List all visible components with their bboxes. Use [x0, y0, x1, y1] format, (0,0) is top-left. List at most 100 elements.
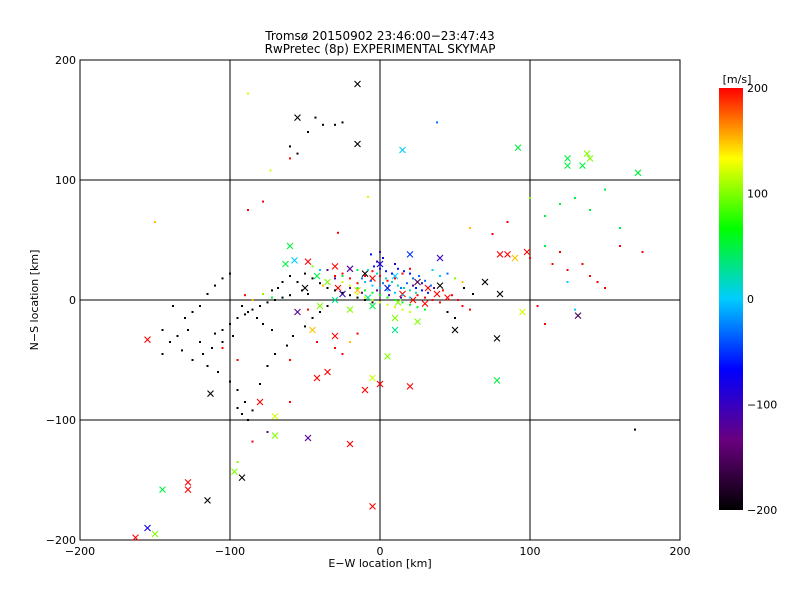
- y-tick-label: −100: [46, 414, 76, 427]
- scatter-point-dot: [271, 296, 273, 299]
- scatter-point-cross: [291, 257, 298, 264]
- scatter-point-dot: [412, 284, 414, 287]
- scatter-point-cross: [436, 282, 444, 289]
- scatter-point-dot: [596, 281, 599, 283]
- scatter-point-cross: [391, 326, 399, 334]
- scatter-point-dot: [589, 275, 591, 277]
- scatter-point-cross: [354, 80, 361, 88]
- scatter-point-dot: [386, 279, 389, 282]
- scatter-point-dot: [236, 389, 239, 391]
- scatter-point-dot: [311, 317, 314, 319]
- scatter-point-dot: [424, 308, 426, 311]
- scatter-point-dot: [367, 195, 369, 198]
- scatter-point-dot: [574, 197, 576, 199]
- scatter-point-dot: [244, 401, 246, 403]
- scatter-point-dot: [311, 277, 314, 280]
- data-points: [132, 80, 644, 541]
- scatter-point-cross: [579, 162, 586, 169]
- scatter-point-cross: [399, 290, 406, 298]
- scatter-point-dot: [431, 299, 434, 301]
- scatter-point-dot: [409, 272, 411, 275]
- scatter-point-dot: [206, 365, 209, 367]
- scatter-point-dot: [619, 227, 621, 229]
- scatter-point-cross: [151, 530, 159, 538]
- scatter-point-cross: [238, 474, 246, 481]
- scatter-point-dot: [271, 329, 273, 331]
- scatter-point-dot: [289, 359, 291, 361]
- scatter-point-dot: [544, 323, 546, 325]
- scatter-point-dot: [415, 291, 417, 294]
- scatter-point-dot: [229, 380, 231, 383]
- scatter-point-cross: [331, 296, 339, 304]
- x-tick-label: 100: [520, 545, 541, 558]
- scatter-point-dot: [454, 277, 456, 280]
- scatter-point-dot: [469, 227, 471, 229]
- scatter-point-dot: [574, 308, 576, 311]
- scatter-point-dot: [307, 131, 309, 133]
- scatter-point-cross: [184, 479, 192, 486]
- scatter-point-dot: [214, 332, 216, 335]
- scatter-point-dot: [277, 287, 279, 289]
- scatter-point-dot: [442, 289, 444, 292]
- scatter-point-dot: [169, 341, 171, 343]
- scatter-point-dot: [251, 409, 254, 412]
- scatter-point-dot: [463, 287, 465, 289]
- grid-lines: [80, 60, 680, 540]
- scatter-point-dot: [289, 294, 291, 297]
- x-tick-label: −100: [215, 545, 245, 558]
- scatter-point-cross: [481, 278, 489, 286]
- scatter-point-dot: [364, 299, 366, 301]
- scatter-point-dot: [247, 92, 249, 95]
- scatter-point-dot: [409, 296, 411, 299]
- scatter-point-dot: [376, 260, 378, 263]
- scatter-point-dot: [251, 299, 254, 301]
- scatter-point-cross: [433, 290, 441, 298]
- scatter-point-dot: [364, 289, 366, 292]
- scatter-point-dot: [418, 275, 420, 277]
- y-tick-label: 200: [55, 54, 76, 67]
- scatter-point-dot: [416, 306, 419, 309]
- scatter-point-dot: [349, 294, 351, 297]
- scatter-point-cross: [271, 413, 279, 420]
- scatter-point-dot: [214, 284, 216, 287]
- scatter-point-dot: [202, 353, 204, 355]
- scatter-point-dot: [296, 281, 299, 283]
- scatter-point-dot: [341, 291, 344, 294]
- scatter-point-dot: [307, 308, 309, 311]
- x-axis-label: E−W location [km]: [328, 557, 431, 570]
- scatter-point-cross: [451, 326, 459, 334]
- scatter-point-dot: [401, 272, 404, 275]
- scatter-point-dot: [394, 306, 396, 309]
- scatter-point-dot: [361, 291, 363, 294]
- scatter-point-dot: [349, 341, 351, 343]
- scatter-point-cross: [361, 270, 369, 277]
- scatter-point-dot: [206, 293, 209, 295]
- scatter-point-dot: [334, 277, 336, 280]
- scatter-point-cross: [496, 290, 504, 298]
- scatter-point-dot: [461, 281, 464, 283]
- scatter-point-dot: [403, 270, 405, 273]
- scatter-point-dot: [176, 335, 179, 337]
- scatter-point-dot: [289, 157, 291, 160]
- scatter-point-cross: [493, 335, 501, 342]
- scatter-point-dot: [386, 296, 389, 299]
- scatter-point-dot: [236, 359, 239, 361]
- scatter-point-dot: [544, 245, 546, 247]
- scatter-point-dot: [334, 289, 336, 292]
- scatter-point-dot: [385, 277, 387, 280]
- scatter-point-dot: [337, 231, 339, 234]
- scatter-point-cross: [207, 390, 214, 397]
- scatter-point-dot: [379, 287, 381, 289]
- scatter-point-dot: [446, 311, 449, 313]
- scatter-point-dot: [341, 272, 344, 275]
- y-axis-ticks: −200 −100 0 100 200: [46, 54, 76, 547]
- scatter-point-dot: [247, 209, 249, 211]
- scatter-point-dot: [236, 461, 239, 463]
- scatter-point-cross: [331, 263, 339, 270]
- scatter-point-dot: [370, 279, 372, 282]
- scatter-point-dot: [415, 287, 417, 289]
- x-axis-ticks: −200 −100 0 100 200: [65, 545, 691, 558]
- scatter-point-cross: [304, 434, 312, 442]
- scatter-point-dot: [379, 301, 381, 304]
- scatter-point-dot: [371, 284, 374, 287]
